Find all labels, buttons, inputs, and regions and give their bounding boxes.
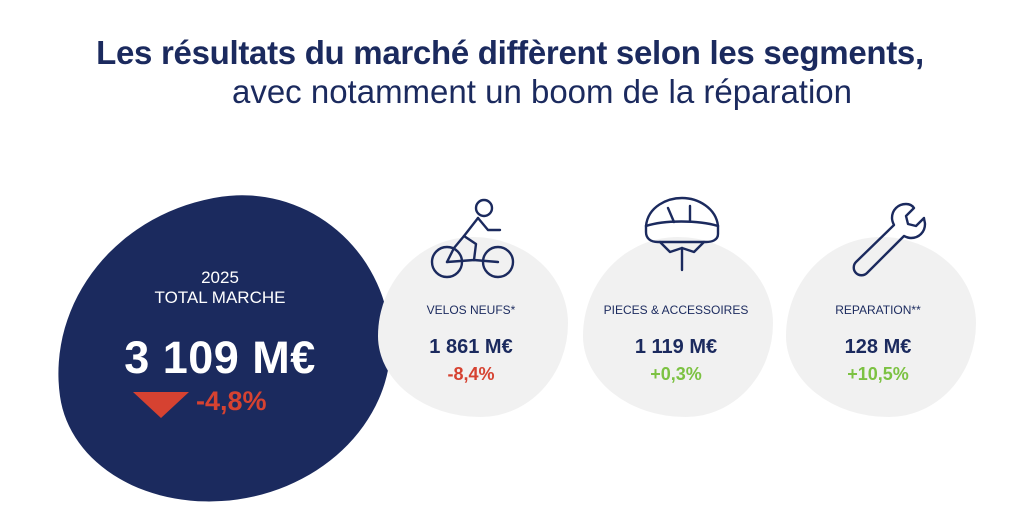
title-line-2: avec notamment un boom de la réparation — [231, 73, 853, 110]
segment-change-pieces: +0,3% — [650, 364, 702, 384]
helmet-icon — [644, 196, 720, 272]
segment-blob-reparation — [786, 237, 976, 417]
down-triangle-icon — [133, 392, 189, 418]
cyclist-icon — [430, 198, 515, 279]
segment-blob-pieces — [583, 237, 773, 417]
total-change: -4,8% — [196, 386, 267, 416]
segment-label-pieces: PIECES & ACCESSOIRES — [603, 303, 749, 317]
wrench-icon — [852, 202, 927, 277]
segment-value-velos: 1 861 M€ — [429, 336, 513, 358]
total-year: 2025 — [201, 268, 239, 287]
page-title: Les résultats du marché diffèrent selon … — [0, 34, 1024, 111]
total-label: TOTAL MARCHE — [154, 288, 286, 307]
segment-label-reparation: REPARATION** — [835, 303, 921, 317]
total-market-panel: 2025 TOTAL MARCHE 3 109 M€ — [70, 268, 370, 384]
segment-change-velos: -8,4% — [447, 364, 495, 384]
segment-change-reparation: +10,5% — [847, 364, 909, 384]
segment-blob-velos — [378, 237, 568, 417]
segment-value-pieces: 1 119 M€ — [634, 336, 718, 358]
segment-label-velos: VELOS NEUFS* — [426, 303, 516, 317]
total-change-row: -4,8% — [133, 386, 333, 426]
segment-value-reparation: 128 M€ — [844, 336, 912, 358]
total-value: 3 109 M€ — [124, 332, 316, 383]
title-line-1: Les résultats du marché diffèrent selon … — [96, 34, 924, 71]
